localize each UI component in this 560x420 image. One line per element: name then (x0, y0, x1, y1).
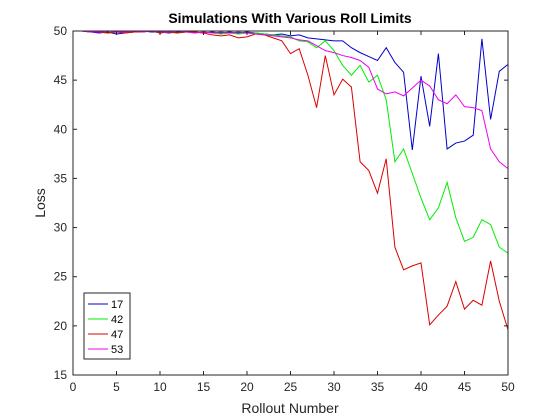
y-tick-label: 45 (54, 73, 68, 87)
x-axis-label: Rollout Number (241, 400, 339, 416)
x-tick-label: 40 (414, 380, 428, 394)
legend: 17 42 47 53 (83, 292, 131, 360)
x-tick-label: 25 (284, 380, 298, 394)
legend-label-42: 42 (111, 314, 123, 326)
x-tick-label: 15 (197, 380, 211, 394)
y-tick-label: 25 (54, 270, 68, 284)
chart-title: Simulations With Various Roll Limits (168, 10, 412, 26)
y-tick-label: 15 (54, 368, 68, 382)
y-tick-label: 40 (54, 122, 68, 136)
y-tick-label: 50 (54, 24, 68, 38)
x-tick-label: 5 (113, 380, 120, 394)
series-line-53 (73, 30, 509, 169)
x-tick-label: 0 (70, 380, 77, 394)
x-tick-label: 30 (327, 380, 341, 394)
legend-label-47: 47 (111, 329, 123, 341)
x-tick-label: 35 (371, 380, 385, 394)
plot-area (73, 31, 508, 375)
x-tick-label: 10 (153, 380, 167, 394)
y-tick-label: 20 (54, 319, 68, 333)
x-tick-label: 45 (458, 380, 472, 394)
y-axis-label: Loss (32, 188, 48, 218)
legend-label-53: 53 (111, 344, 123, 356)
legend-label-17: 17 (111, 299, 123, 311)
x-tick-label: 20 (240, 380, 254, 394)
y-tick-label: 30 (54, 221, 68, 235)
x-tick-label: 50 (501, 380, 515, 394)
axes-layer: 0 5 10 15 20 25 30 35 40 45 50 15 20 25 30 35 40 45 50 (54, 24, 515, 394)
y-tick-label: 35 (54, 171, 68, 185)
